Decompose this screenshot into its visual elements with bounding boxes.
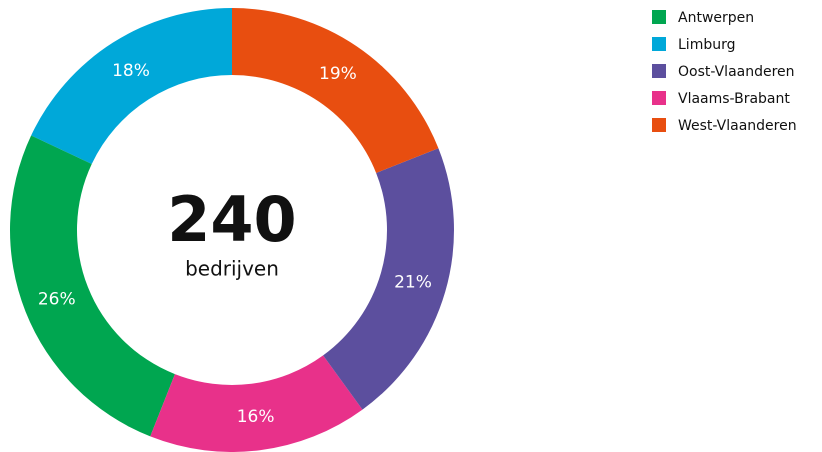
legend-swatch: [652, 91, 666, 105]
legend-swatch: [652, 10, 666, 24]
donut-slice: [232, 8, 439, 173]
slice-label: 21%: [394, 273, 432, 293]
slice-label: 26%: [38, 289, 76, 309]
donut-slice: [31, 8, 233, 165]
center-value: 240: [167, 183, 296, 256]
legend-label: Limburg: [678, 37, 735, 53]
slice-label: 16%: [237, 407, 275, 427]
legend-swatch: [652, 64, 666, 78]
donut-slice: [323, 148, 454, 410]
donut-slice: [9, 135, 175, 437]
center-caption: bedrijven: [185, 257, 279, 281]
legend-swatch: [652, 37, 666, 51]
donut-slice: [150, 355, 363, 452]
legend-swatch: [652, 118, 666, 132]
legend-label: West-Vlaanderen: [678, 118, 797, 134]
slice-label: 19%: [319, 64, 357, 84]
legend-label: Vlaams-Brabant: [678, 91, 790, 107]
legend-label: Oost-Vlaanderen: [678, 64, 795, 80]
legend-label: Antwerpen: [678, 10, 754, 26]
slice-label: 18%: [112, 61, 150, 81]
